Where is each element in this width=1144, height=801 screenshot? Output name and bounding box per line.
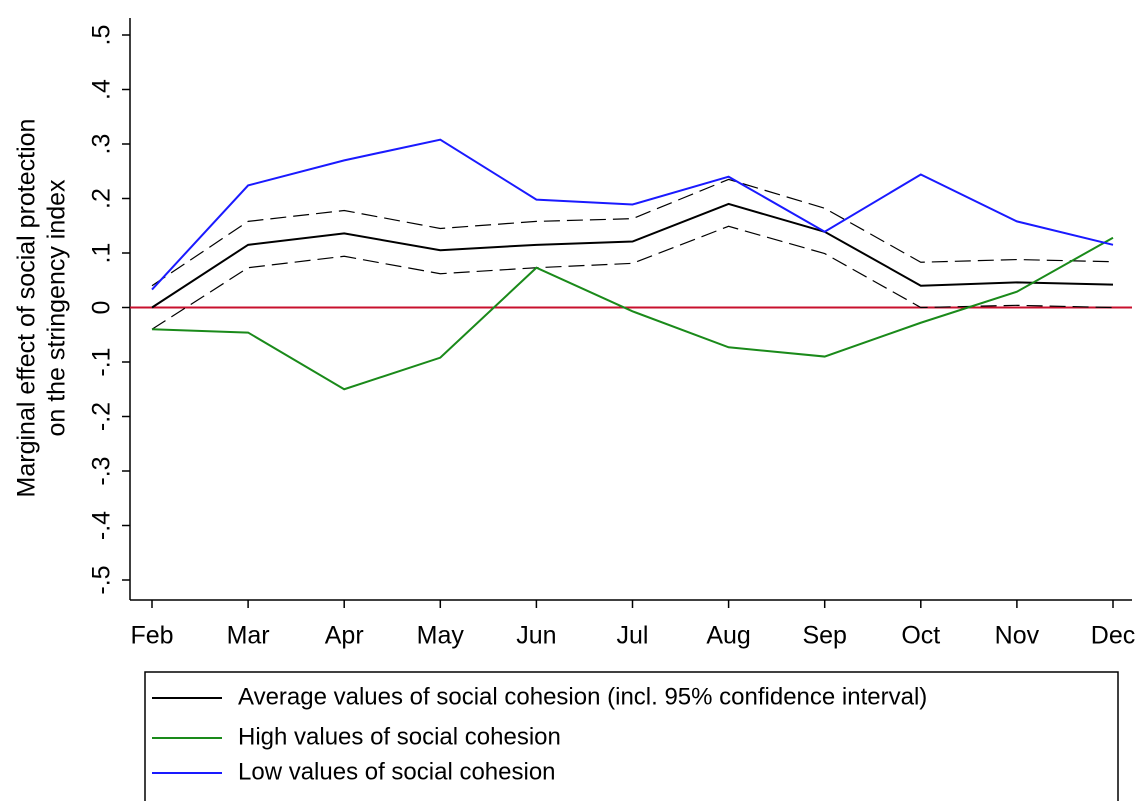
ci-line <box>151 178 1114 287</box>
y-tick-label: .1 <box>88 243 116 264</box>
series-line <box>151 138 1114 291</box>
x-tick-label: Dec <box>1091 622 1135 650</box>
x-tick-label: Oct <box>901 622 940 650</box>
x-tick-label: May <box>417 622 465 650</box>
y-axis-label: Marginal effect of social protection <box>13 119 41 498</box>
x-tick-label: Apr <box>325 622 364 650</box>
x-tick-label: Jun <box>516 622 556 650</box>
x-tick-label: Aug <box>706 622 750 650</box>
y-tick-label: 0 <box>88 301 116 315</box>
series-line <box>151 202 1114 309</box>
y-tick-label: .5 <box>88 25 116 46</box>
y-tick-label: -.2 <box>88 402 116 431</box>
y-axis-label: on the stringency index <box>43 179 71 437</box>
x-tick-label: Sep <box>802 622 846 650</box>
legend-label: Average values of social cohesion (incl.… <box>238 683 927 710</box>
y-tick-label: -.5 <box>88 565 116 594</box>
x-tick-label: Feb <box>130 622 173 650</box>
y-tick-label: -.1 <box>88 347 116 376</box>
x-tick-label: Nov <box>995 622 1040 650</box>
x-tick-label: Jul <box>617 622 649 650</box>
series-line <box>151 236 1114 391</box>
y-tick-label: -.3 <box>88 456 116 485</box>
legend-label: High values of social cohesion <box>238 723 561 750</box>
legend-box <box>144 671 1119 801</box>
x-tick-label: Mar <box>227 622 270 650</box>
legend-label: Low values of social cohesion <box>238 758 556 785</box>
y-tick-label: .2 <box>88 188 116 209</box>
y-tick-label: .4 <box>88 79 116 100</box>
y-tick-label: -.4 <box>88 511 116 540</box>
y-tick-label: .3 <box>88 134 116 155</box>
